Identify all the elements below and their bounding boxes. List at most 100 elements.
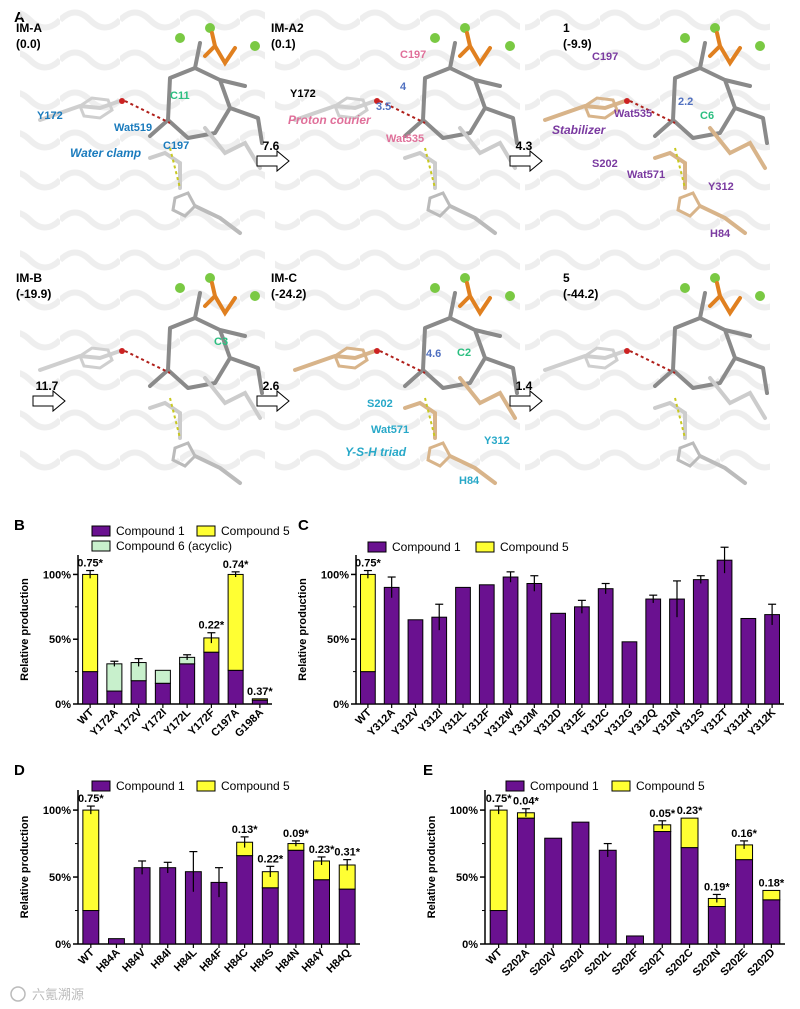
bar-segment bbox=[251, 699, 268, 705]
bar-segment bbox=[203, 651, 220, 705]
bar-segment bbox=[502, 576, 519, 705]
histidine-ring bbox=[676, 191, 702, 218]
transition-arrow-3: 11.7 bbox=[32, 379, 66, 413]
residue-label: C11 bbox=[170, 90, 190, 102]
bar-segment bbox=[707, 906, 726, 945]
residue-label: S202 bbox=[592, 158, 618, 170]
x-tick-label: H84F bbox=[198, 946, 226, 974]
diphosphate bbox=[458, 31, 492, 67]
chart-panel-c: C 0% 50% 100% Relative production Compound 1 C… bbox=[297, 517, 784, 741]
tyrosine-ring bbox=[333, 346, 369, 370]
hydroxyl-oxygen bbox=[374, 98, 380, 104]
panel-letter: E bbox=[423, 762, 433, 779]
y-axis-label: Relative production bbox=[426, 815, 438, 918]
background-helices bbox=[525, 248, 770, 488]
magnesium-ion bbox=[430, 283, 440, 293]
state-panel-5: IM-C (-24.2) bbox=[271, 248, 520, 488]
diphosphate bbox=[458, 281, 492, 317]
legend-swatch bbox=[367, 541, 387, 553]
bar-segment bbox=[236, 855, 254, 945]
hydroxyl-oxygen bbox=[119, 348, 125, 354]
x-tick-label: H84V bbox=[120, 946, 148, 974]
arrow-shape bbox=[256, 389, 290, 413]
diphosphate bbox=[708, 31, 742, 67]
state-name: IM-C bbox=[271, 271, 297, 285]
x-tick-label: H84L bbox=[172, 946, 200, 974]
bar-segment bbox=[735, 859, 754, 945]
serine-side-chain bbox=[653, 400, 687, 440]
magnesium-ion bbox=[250, 41, 260, 51]
y-tick-label: 0% bbox=[462, 939, 478, 951]
residue-label: 2.2 bbox=[678, 96, 693, 108]
x-tick-label: S202T bbox=[637, 946, 669, 978]
y-tick-label: 100% bbox=[321, 569, 349, 581]
bar-segment bbox=[159, 867, 177, 945]
tyrosine-ring bbox=[78, 346, 114, 370]
x-tick-label: WT bbox=[76, 946, 97, 967]
bar-segment bbox=[431, 616, 448, 705]
bar-segment bbox=[108, 938, 125, 945]
bar-segment bbox=[227, 669, 244, 705]
state-energy: (0.0) bbox=[16, 37, 41, 51]
bar-segment bbox=[574, 606, 590, 705]
bar-segment bbox=[680, 847, 699, 945]
diphosphate bbox=[203, 31, 237, 67]
bar-segment bbox=[489, 809, 508, 912]
legend-label: Compound 6 (acyclic) bbox=[116, 539, 232, 553]
chart-panel-d: D 0% 50% 100% Relative production Compound 1 C… bbox=[14, 762, 361, 975]
y312-side-chain bbox=[708, 376, 767, 420]
panel-letter-a: A bbox=[14, 9, 25, 26]
ratio-annotation: 0.23* bbox=[677, 805, 703, 817]
barrier-value: 4.3 bbox=[516, 139, 533, 153]
transition-arrow-2: 4.3 bbox=[509, 139, 543, 173]
residue-label: Wat571 bbox=[627, 169, 665, 181]
serine-side-chain bbox=[148, 400, 182, 440]
bar-segment bbox=[82, 809, 100, 912]
magnesium-ion bbox=[505, 291, 515, 301]
legend-label: Compound 1 bbox=[116, 524, 185, 538]
bar-segment bbox=[626, 935, 644, 945]
legend-label: Compound 5 bbox=[221, 779, 290, 793]
background-helices bbox=[20, 248, 265, 488]
legend-label: Compound 1 bbox=[530, 779, 599, 793]
watermark: 六氪溯源 bbox=[10, 986, 84, 1002]
histidine-chain bbox=[448, 204, 497, 235]
residue-label: Y312 bbox=[484, 435, 510, 447]
legend-swatch bbox=[91, 525, 111, 537]
hydrogen-bond bbox=[169, 397, 181, 439]
x-tick-label: S202V bbox=[527, 946, 559, 978]
residue-label: Wat571 bbox=[371, 424, 409, 436]
tyrosine-ring bbox=[78, 96, 114, 120]
ratio-annotation: 0.74* bbox=[223, 559, 249, 571]
y312-side-chain bbox=[203, 376, 262, 420]
arrow-shape bbox=[509, 389, 543, 413]
bar-segment bbox=[621, 641, 638, 705]
bar-segment bbox=[179, 663, 196, 705]
bar-segment bbox=[313, 879, 330, 945]
bar-segment bbox=[740, 617, 757, 705]
bar-segment bbox=[106, 690, 123, 705]
state-energy: (0.1) bbox=[271, 37, 296, 51]
magnesium-ion bbox=[430, 33, 440, 43]
histidine-ring bbox=[426, 191, 452, 218]
magnesium-ion bbox=[460, 273, 470, 283]
bar-segment bbox=[154, 682, 171, 705]
substrate-skeleton bbox=[403, 41, 519, 145]
tyrosine-ring bbox=[333, 96, 369, 120]
hydrogen-bond bbox=[424, 397, 436, 439]
bar-segment bbox=[478, 584, 495, 705]
bar-segment bbox=[544, 837, 563, 945]
residue-label: C197 bbox=[163, 140, 189, 152]
hydrogen-bond bbox=[674, 147, 686, 189]
residue-label: Wat519 bbox=[114, 122, 152, 134]
bar-segment bbox=[516, 817, 535, 945]
hydroxyl-oxygen bbox=[624, 98, 630, 104]
substrate-skeleton bbox=[653, 41, 769, 145]
hydrogen-bond bbox=[379, 100, 426, 124]
x-tick-label: H84C bbox=[222, 947, 250, 975]
watermark-logo bbox=[10, 986, 26, 1002]
bar-segment bbox=[227, 573, 244, 671]
y-tick-label: 50% bbox=[456, 872, 478, 884]
state-name: IM-B bbox=[16, 271, 42, 285]
